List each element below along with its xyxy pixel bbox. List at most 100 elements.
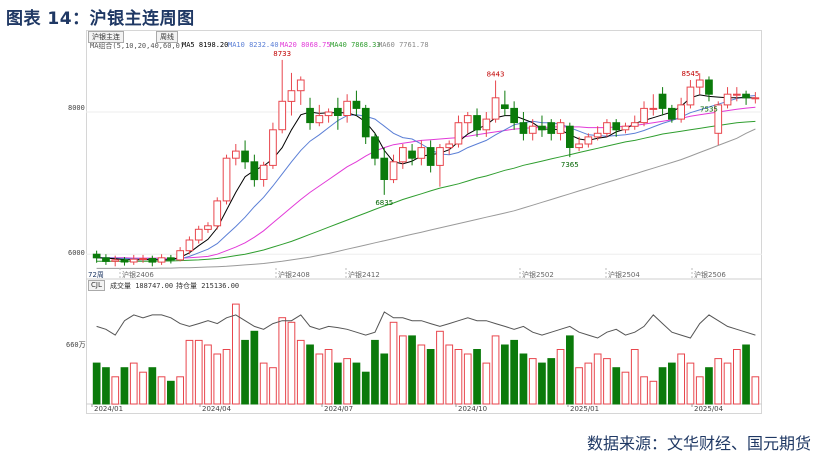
ma5-label: MA5 8198.20 (182, 41, 229, 49)
candle-body (102, 257, 110, 262)
candle-body (176, 250, 185, 261)
candle (139, 254, 147, 263)
candle-body (463, 115, 472, 124)
volume-bar (324, 349, 333, 405)
candle-body (733, 93, 741, 96)
candle (454, 115, 463, 148)
candle (658, 87, 667, 116)
candle-body (445, 143, 454, 149)
volume-bar (306, 344, 314, 405)
volume-bar (621, 371, 630, 405)
candle-body (491, 97, 500, 120)
volume-bar (603, 358, 611, 405)
candle (695, 73, 704, 95)
candle-body (92, 253, 101, 259)
volume-bar (733, 349, 741, 405)
ma40-label: MA40 7868.33 (330, 41, 381, 49)
volume-bar (501, 344, 509, 405)
candle-body (584, 136, 593, 145)
symbol-tab[interactable]: 沪银主连 (88, 31, 124, 43)
volume-bar (742, 344, 750, 405)
candle (204, 222, 212, 233)
candle-body (185, 239, 194, 252)
volume-bar (315, 353, 324, 405)
candle (259, 161, 268, 187)
candle (92, 250, 101, 263)
volume-bar (176, 376, 185, 405)
candle-body (454, 122, 463, 145)
volume-bar (222, 349, 231, 405)
candle-body (361, 107, 370, 138)
volume-bar (593, 353, 602, 405)
volume-bar (547, 358, 556, 405)
candle (361, 104, 370, 144)
candle-body (139, 258, 147, 260)
figure-title: 图表 14：沪银主连周图 (6, 9, 195, 29)
period-tab[interactable]: 周线 (156, 31, 178, 43)
volume-bar (194, 339, 203, 405)
candle (714, 101, 723, 146)
volume-bar (296, 339, 305, 405)
candle (649, 94, 658, 116)
ma40-line (96, 120, 756, 262)
candle (269, 122, 277, 169)
candle (705, 76, 713, 102)
candle (742, 90, 750, 105)
volume-bar (278, 317, 287, 405)
candle (612, 119, 621, 137)
candle (538, 115, 546, 137)
volume-bar (389, 321, 398, 405)
candle-body (380, 157, 389, 180)
volume-bar (380, 353, 389, 405)
volume-bar (204, 344, 212, 405)
candle-body (630, 122, 639, 127)
price-annotation-8545: 8545 (682, 70, 700, 78)
candle (306, 97, 314, 130)
candle (528, 119, 537, 141)
volume-bar (185, 339, 194, 405)
candle (250, 154, 259, 187)
candle (120, 257, 129, 266)
candle (352, 90, 361, 116)
volume-bar (668, 362, 676, 405)
candle (399, 144, 407, 169)
x-tick-label: 2025/04 (694, 405, 724, 413)
volume-bar (575, 367, 583, 405)
volume-bar (714, 358, 723, 405)
volume-bar (213, 353, 222, 405)
candle (584, 133, 593, 148)
candle (575, 136, 583, 152)
candle (157, 254, 166, 265)
candle-body (593, 132, 602, 138)
volume-bar (566, 335, 574, 405)
candle (296, 76, 305, 105)
data-source: 数据来源：文华财经、国元期货 (586, 434, 811, 453)
volume-bar (399, 335, 407, 405)
candle (389, 154, 398, 184)
candle-body (612, 122, 621, 131)
candle-body (408, 150, 416, 159)
candle-body (473, 115, 481, 131)
candle-body (528, 125, 537, 134)
x-tick-label: 2025/01 (570, 405, 599, 413)
candle-body (751, 97, 760, 100)
candle (426, 140, 435, 173)
candle (501, 90, 509, 116)
candle-body (334, 107, 342, 117)
candle (547, 119, 556, 141)
candle (371, 133, 379, 166)
volume-indicator-tab[interactable]: CJL (88, 280, 105, 291)
candle (343, 94, 351, 123)
candle (278, 59, 287, 134)
candle-body (649, 107, 658, 110)
volume-bar (640, 376, 648, 405)
price-annotation-7535: 7535 (700, 105, 718, 113)
candle (593, 126, 602, 141)
candle-body (603, 122, 611, 134)
candle-body (259, 164, 268, 181)
candle-body (538, 125, 546, 131)
candle-body (510, 107, 518, 124)
candle-body (315, 115, 324, 124)
candle (148, 255, 157, 267)
candle (668, 104, 676, 123)
